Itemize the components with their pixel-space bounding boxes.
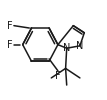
Text: F: F (7, 40, 12, 50)
Text: N: N (76, 41, 84, 51)
Text: F: F (7, 21, 12, 31)
Text: F: F (55, 70, 61, 81)
Text: N: N (63, 43, 70, 53)
